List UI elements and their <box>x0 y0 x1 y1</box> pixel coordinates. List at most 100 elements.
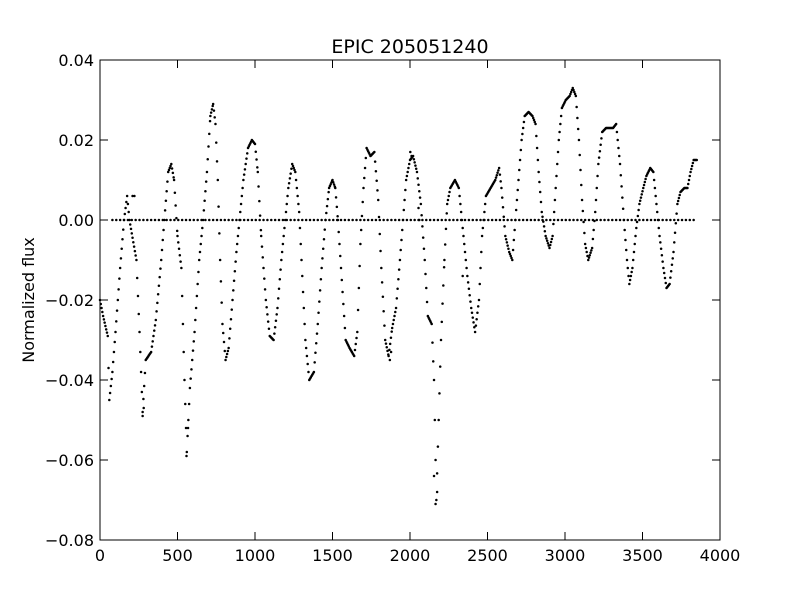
data-point <box>538 190 542 194</box>
data-point <box>407 162 411 166</box>
data-point <box>540 210 543 214</box>
data-point <box>483 202 487 206</box>
data-point <box>356 308 360 312</box>
baseline-point <box>688 218 692 222</box>
data-point <box>687 178 691 182</box>
baseline-point <box>498 218 502 222</box>
data-point <box>686 182 690 186</box>
data-point <box>332 183 336 186</box>
baseline-point <box>320 218 323 222</box>
data-point <box>139 350 142 354</box>
data-point <box>439 338 443 342</box>
baseline-point <box>177 218 180 222</box>
data-point <box>297 210 301 214</box>
axis-ticks: 0 500 1000 1500 2000 2500 3000 3500 4000 0.04 0.02… <box>45 51 740 565</box>
baseline-point <box>366 218 370 222</box>
data-point <box>500 196 504 199</box>
data-point <box>624 238 627 242</box>
data-point <box>443 243 447 246</box>
data-point <box>568 94 571 98</box>
baseline-point <box>587 218 591 222</box>
baseline-point <box>607 218 610 222</box>
data-point <box>208 119 212 123</box>
data-point <box>599 143 602 147</box>
data-point <box>172 176 175 179</box>
baseline-point <box>343 218 347 222</box>
baseline-point <box>506 218 509 222</box>
data-point <box>313 361 316 364</box>
data-point <box>468 293 471 297</box>
baseline-point <box>378 218 382 222</box>
data-point <box>549 240 553 244</box>
baseline-point <box>529 218 533 222</box>
data-point <box>184 402 187 406</box>
baseline-point <box>161 218 165 222</box>
baseline-point <box>603 218 606 222</box>
data-point <box>301 274 304 278</box>
data-point <box>579 168 582 172</box>
data-point <box>690 164 694 168</box>
data-point <box>259 234 263 238</box>
baseline-point <box>281 218 285 222</box>
data-point <box>143 371 147 375</box>
baseline-point <box>556 218 560 222</box>
data-point <box>672 250 675 254</box>
data-point <box>642 183 646 187</box>
data-point <box>376 189 379 192</box>
baseline-point <box>328 218 331 222</box>
baseline-point <box>576 218 579 222</box>
data-point <box>542 225 546 228</box>
data-point <box>214 122 217 126</box>
data-point <box>446 198 450 202</box>
data-point <box>305 354 309 358</box>
outlier-point <box>388 358 392 362</box>
baseline-point <box>676 218 680 222</box>
data-point <box>317 311 320 315</box>
data-point <box>312 370 316 374</box>
baseline-point <box>657 218 661 222</box>
data-point <box>382 309 385 313</box>
baseline-point <box>169 218 172 222</box>
data-point <box>206 158 209 161</box>
data-point <box>361 200 364 204</box>
baseline-point <box>250 218 254 222</box>
data-point <box>626 266 630 270</box>
data-point <box>360 214 364 218</box>
data-point <box>664 281 667 285</box>
data-point <box>314 351 317 355</box>
data-point <box>105 331 109 334</box>
data-point <box>182 350 185 354</box>
data-point <box>569 90 573 94</box>
baseline-point <box>301 218 304 222</box>
data-point <box>388 342 392 346</box>
data-point <box>300 258 303 262</box>
data-point <box>557 138 561 142</box>
data-point <box>388 348 391 352</box>
data-point <box>187 402 191 406</box>
data-point <box>412 157 416 161</box>
data-point <box>170 167 174 170</box>
data-point <box>292 166 295 170</box>
data-point <box>231 298 234 302</box>
data-point <box>620 185 623 188</box>
data-point <box>199 242 202 246</box>
data-point <box>480 250 483 254</box>
data-point <box>232 289 235 292</box>
outlier-point <box>410 154 413 158</box>
data-point <box>378 232 382 236</box>
data-point <box>186 434 189 438</box>
data-point <box>495 173 499 177</box>
data-point <box>230 308 233 311</box>
data-point <box>389 336 393 339</box>
data-point <box>183 378 186 382</box>
data-point <box>587 256 591 259</box>
data-point <box>518 168 521 172</box>
data-point <box>191 349 195 352</box>
data-points <box>98 86 698 506</box>
data-point <box>171 171 175 175</box>
outlier-point <box>186 426 190 430</box>
data-point <box>423 258 426 262</box>
baseline-point <box>421 218 424 222</box>
data-point <box>246 152 249 155</box>
data-point <box>499 180 502 183</box>
